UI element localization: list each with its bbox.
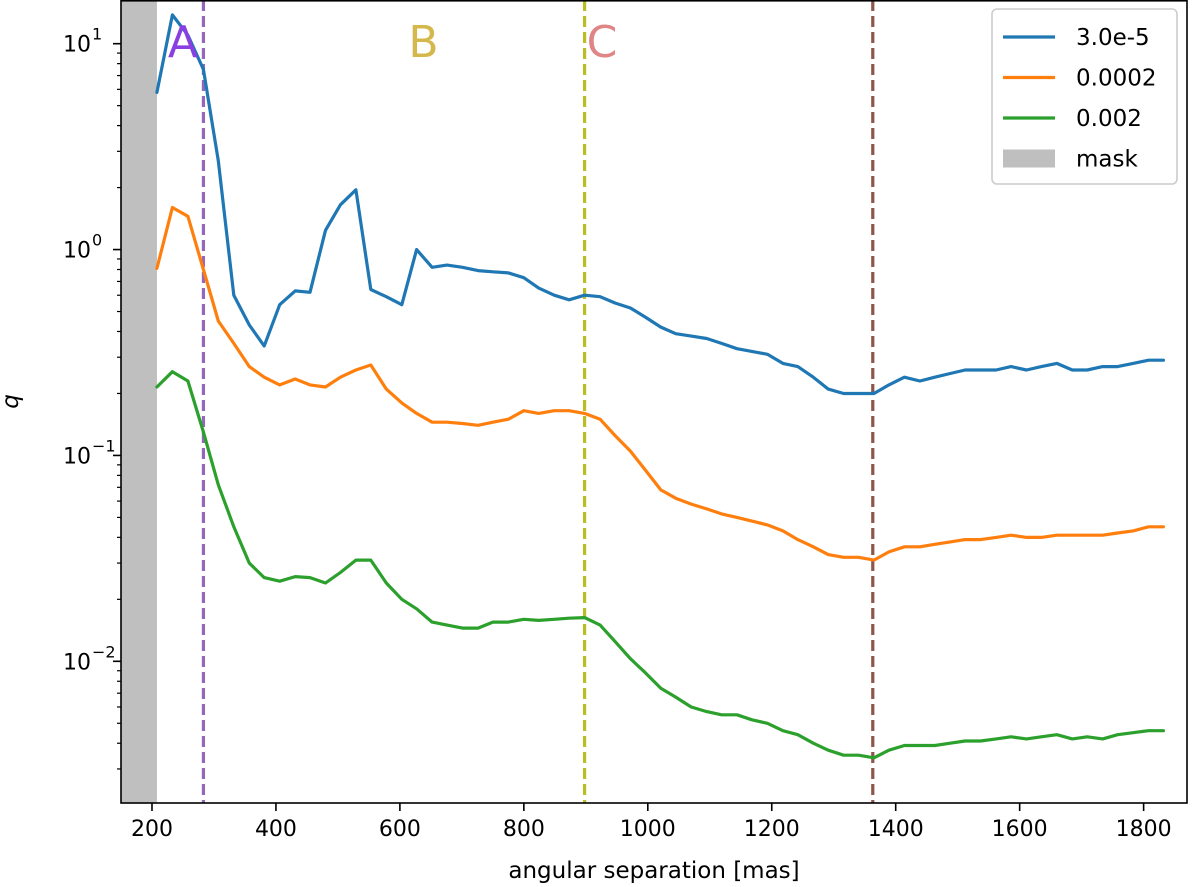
x-tick-label: 1800 [1116, 817, 1172, 842]
mask-band [121, 0, 157, 803]
y-tick-exponent: −1 [92, 436, 116, 455]
x-tick-label: 600 [379, 817, 421, 842]
y-tick-label: 10 [63, 239, 91, 264]
y-tick-exponent: 1 [92, 25, 102, 44]
plot-frame [120, 0, 1188, 804]
series-line-1 [155, 205, 1166, 562]
x-tick-label: 1000 [620, 817, 676, 842]
x-axis-label: angular separation [mas] [508, 858, 799, 884]
series-line-0 [155, 13, 1166, 396]
series-line-2 [155, 370, 1166, 760]
y-tick-label: 10 [63, 650, 91, 675]
region-label-b: B [408, 17, 438, 68]
x-tick-label: 1400 [868, 817, 924, 842]
y-tick-label: 10 [63, 444, 91, 469]
y-tick-label: 10 [63, 33, 91, 58]
legend-label-1: 0.0002 [1076, 66, 1156, 92]
legend-label-0: 3.0e-5 [1076, 25, 1150, 51]
y-tick-exponent: −2 [92, 642, 116, 661]
x-tick-label: 400 [255, 817, 297, 842]
region-label-c: C [587, 17, 618, 68]
x-tick-label: 1600 [992, 817, 1048, 842]
region-label-a: A [168, 17, 198, 68]
x-tick-label: 200 [131, 817, 173, 842]
y-tick-exponent: 0 [92, 231, 102, 250]
x-tick-label: 1200 [744, 817, 800, 842]
x-tick-label: 800 [503, 817, 545, 842]
legend-label-3: mask [1076, 147, 1138, 173]
legend-label-2: 0.002 [1076, 106, 1142, 132]
legend: 3.0e-5 0.0002 0.002 mask [991, 8, 1178, 185]
plot-area: A B C [121, 0, 1166, 803]
y-axis-label: q [0, 394, 24, 409]
legend-box [991, 8, 1178, 185]
legend-swatch-3 [1003, 149, 1055, 168]
plot-content [121, 0, 1166, 803]
